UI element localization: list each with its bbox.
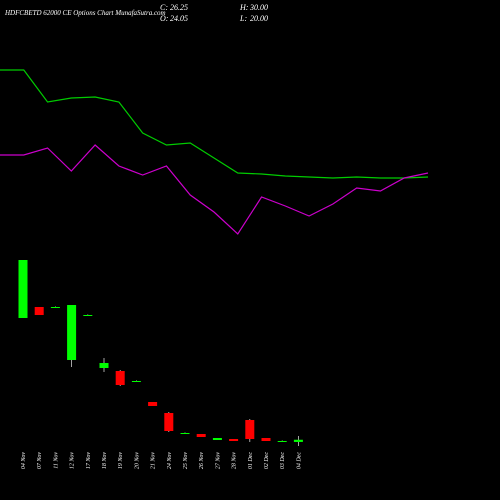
indicator-line <box>0 69 429 179</box>
stat-value: 30.00 <box>249 3 268 12</box>
stat-label: H: <box>239 3 249 12</box>
candle-body <box>293 439 303 442</box>
stat-label: O: <box>160 14 169 23</box>
x-tick-label: 17 Nov <box>86 452 92 470</box>
candle-body <box>131 381 141 382</box>
x-tick-label: 27 Nov <box>215 452 221 470</box>
stat-value: 26.25 <box>170 3 188 12</box>
x-tick-label: 12 Nov <box>70 452 76 470</box>
candle-body <box>245 420 255 439</box>
stat-label: C: <box>160 3 168 12</box>
x-tick-label: 24 Nov <box>166 452 173 470</box>
x-tick-label: 11 Nov <box>53 452 59 469</box>
candle-body <box>229 439 239 441</box>
x-tick-label: 18 Nov <box>102 452 108 470</box>
x-tick-label: 03 Dec <box>280 452 286 469</box>
x-tick-label: 21 Nov <box>151 452 157 470</box>
x-tick-label: 28 Nov <box>232 452 238 470</box>
candle-body <box>34 307 44 315</box>
x-tick-label: 26 Nov <box>199 452 205 470</box>
x-tick-label: 25 Nov <box>183 452 189 470</box>
chart-title: HDFCBETD 62000 CE Options Chart MunafaSu… <box>4 9 166 17</box>
candle-body <box>180 433 190 434</box>
stat-value: 20.00 <box>250 14 268 23</box>
candle-body <box>83 315 93 316</box>
candle-body <box>277 441 287 442</box>
x-tick-label: 07 Nov <box>37 452 43 470</box>
x-tick-label: 19 Nov <box>118 452 124 470</box>
indicator-line <box>0 144 429 235</box>
stat-value: 24.05 <box>170 14 188 23</box>
stat-label: L: <box>239 14 247 23</box>
x-tick-label: 20 Nov <box>134 452 140 470</box>
x-tick-label: 04 Nov <box>20 452 27 470</box>
candle-body <box>18 260 28 318</box>
candle-body <box>99 363 109 368</box>
candle-body <box>67 305 77 360</box>
candle-body <box>148 402 158 406</box>
candle-body <box>115 371 125 385</box>
candle-body <box>261 438 271 441</box>
candle-body <box>164 413 174 431</box>
x-tick-label: 04 Dec <box>295 452 302 469</box>
candle-body <box>196 434 206 437</box>
candle-body <box>50 307 60 308</box>
x-tick-label: 02 Dec <box>264 452 270 469</box>
x-tick-label: 01 Dec <box>248 452 254 469</box>
candle-body <box>212 438 222 440</box>
